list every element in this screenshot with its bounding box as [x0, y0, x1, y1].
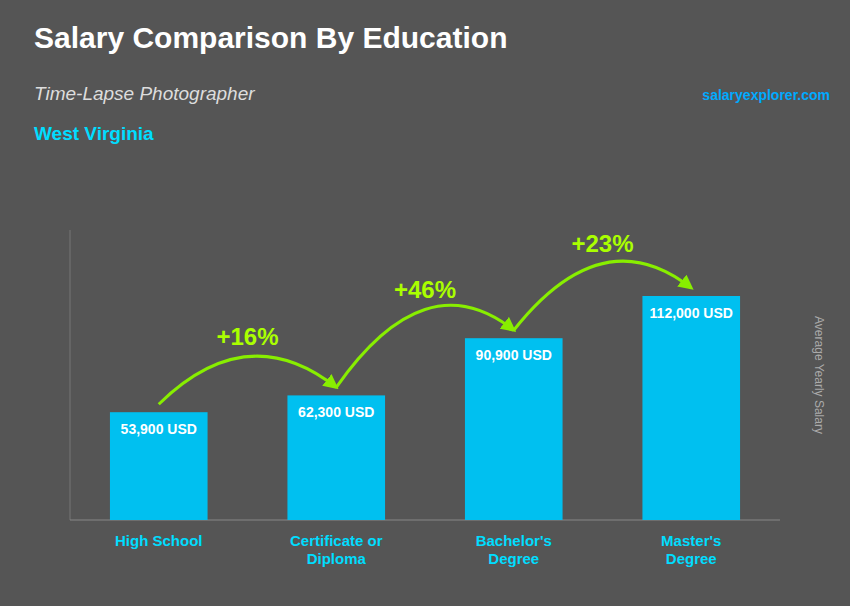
change-arrow [159, 356, 337, 404]
x-tick-label: Master'sDegree [661, 532, 721, 567]
location: West Virginia [34, 123, 154, 144]
x-tick-label: Certificate orDiploma [290, 532, 383, 567]
bar [642, 296, 740, 520]
bar [287, 395, 385, 520]
y-axis-line [70, 230, 71, 520]
source: salaryexplorer.com [702, 87, 830, 103]
data-label: 53,900 USD [121, 421, 197, 437]
x-tick-label: High School [115, 532, 203, 549]
title: Salary Comparison By Education [34, 21, 507, 54]
change-label: +46% [394, 276, 456, 303]
background [0, 0, 850, 606]
x-tick-label: Bachelor'sDegree [476, 532, 552, 567]
bar [465, 338, 563, 520]
data-label: 90,900 USD [476, 347, 552, 363]
change-label: +16% [216, 323, 278, 350]
data-label: 62,300 USD [298, 404, 374, 420]
subtitle: Time-Lapse Photographer [34, 83, 255, 104]
data-label: 112,000 USD [650, 305, 733, 321]
change-label: +23% [571, 230, 633, 257]
y-axis-label: Average Yearly Salary [812, 316, 826, 434]
chart: Salary Comparison By Education Time-Lapse… [0, 0, 850, 606]
bars [110, 296, 740, 520]
change-arrow [514, 261, 692, 330]
bar [110, 412, 208, 520]
change-arrow [336, 305, 514, 387]
